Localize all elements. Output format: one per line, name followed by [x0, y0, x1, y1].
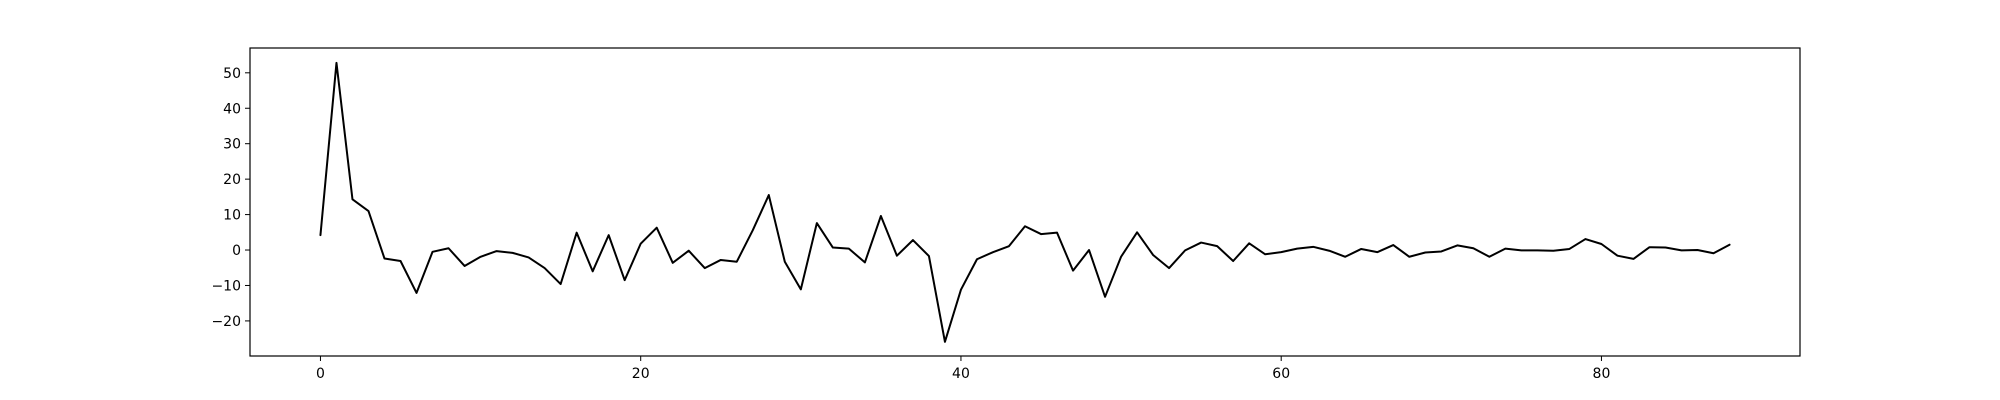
- x-tick-label: 40: [952, 366, 970, 382]
- y-tick-label: −10: [211, 278, 241, 294]
- x-axis: 0 20 40 60 80: [316, 356, 1610, 382]
- y-tick-label: 10: [223, 208, 241, 224]
- y-axis: −20 −10 0 10 20 30 40 50: [211, 66, 250, 330]
- x-tick-label: 80: [1593, 366, 1611, 382]
- plot-frame: [249, 47, 1801, 357]
- x-tick-label: 20: [632, 366, 650, 382]
- y-tick-label: 0: [232, 243, 241, 259]
- y-tick-label: 20: [223, 172, 241, 188]
- y-tick-label: −20: [211, 314, 241, 330]
- x-tick-label: 60: [1272, 366, 1290, 382]
- series-line: [319, 61, 1731, 343]
- x-tick-label: 0: [316, 366, 325, 382]
- y-tick-label: 30: [223, 137, 241, 153]
- y-tick-label: 50: [223, 66, 241, 82]
- y-tick-label: 40: [223, 101, 241, 117]
